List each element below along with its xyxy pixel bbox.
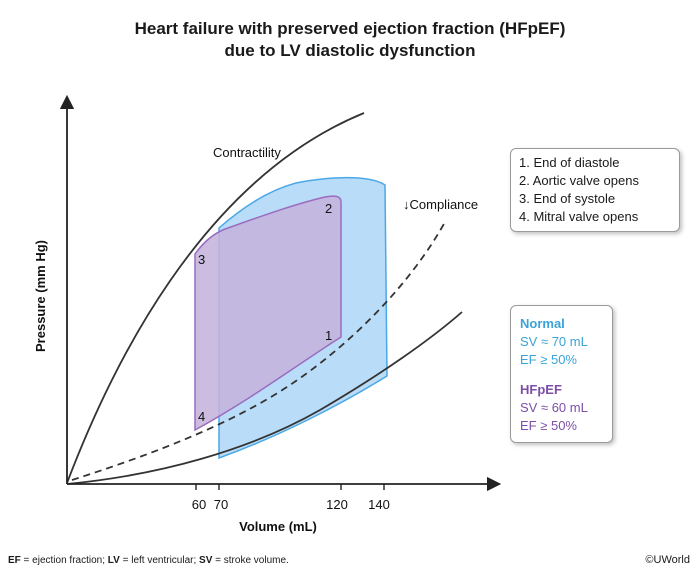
footnote-sv-abbr: SV <box>199 555 213 566</box>
x-tick-label-60: 60 <box>192 497 206 512</box>
contractility-label: Contractility <box>213 145 281 160</box>
normal-title: Normal <box>520 316 565 331</box>
normal-sv: SV ≈ 70 mL <box>520 334 588 349</box>
title-line-1: Heart failure with preserved ejection fr… <box>134 19 566 38</box>
hfpef-pv-loop <box>194 195 342 432</box>
legend-item-mitral-valve-opens: 4. Mitral valve opens <box>519 209 639 224</box>
phase-legend: 1. End of diastole 2. Aortic valve opens… <box>510 148 680 232</box>
footnote-ef-text: = ejection fraction; <box>20 555 108 566</box>
contractility-curve <box>66 112 365 484</box>
legend-item-end-of-diastole: 1. End of diastole <box>519 155 620 170</box>
hfpef-ef: EF ≥ 50% <box>520 418 577 433</box>
footnote-lv-text: = left ventricular; <box>119 555 200 566</box>
footnote-sv-text: = stroke volume. <box>212 555 289 566</box>
footnote-lv-abbr: LV <box>107 555 120 566</box>
abbreviation-footnote: EF = ejection fraction; LV = left ventri… <box>8 555 289 566</box>
point-label-1: 1 <box>325 328 332 343</box>
decreased-compliance-curve <box>71 221 446 481</box>
hfpef-sv: SV ≈ 60 mL <box>520 400 588 415</box>
legend-item-aortic-valve-opens: 2. Aortic valve opens <box>519 173 639 188</box>
title-line-2: due to LV diastolic dysfunction <box>224 41 476 60</box>
x-axis-label: Volume (mL) <box>239 519 317 534</box>
point-label-3: 3 <box>198 252 205 267</box>
copyright-notice: ©UWorld <box>645 554 690 566</box>
footnote-ef-abbr: EF <box>8 555 21 566</box>
normal-ef: EF ≥ 50% <box>520 352 577 367</box>
x-tick-label-140: 140 <box>368 497 390 512</box>
stroke-volume-box: Normal SV ≈ 70 mL EF ≥ 50% HFpEF SV ≈ 60… <box>510 305 613 443</box>
x-tick-label-120: 120 <box>326 497 348 512</box>
y-axis-label: Pressure (mm Hg) <box>33 240 48 352</box>
point-label-4: 4 <box>198 409 205 424</box>
legend-item-end-of-systole: 3. End of systole <box>519 191 616 206</box>
x-tick-label-70: 70 <box>214 497 228 512</box>
hfpef-title: HFpEF <box>520 382 562 397</box>
compliance-label: ↓Compliance <box>403 197 478 212</box>
normal-compliance-curve <box>66 311 463 485</box>
point-label-2: 2 <box>325 201 332 216</box>
diagram-title: Heart failure with preserved ejection fr… <box>0 18 700 62</box>
